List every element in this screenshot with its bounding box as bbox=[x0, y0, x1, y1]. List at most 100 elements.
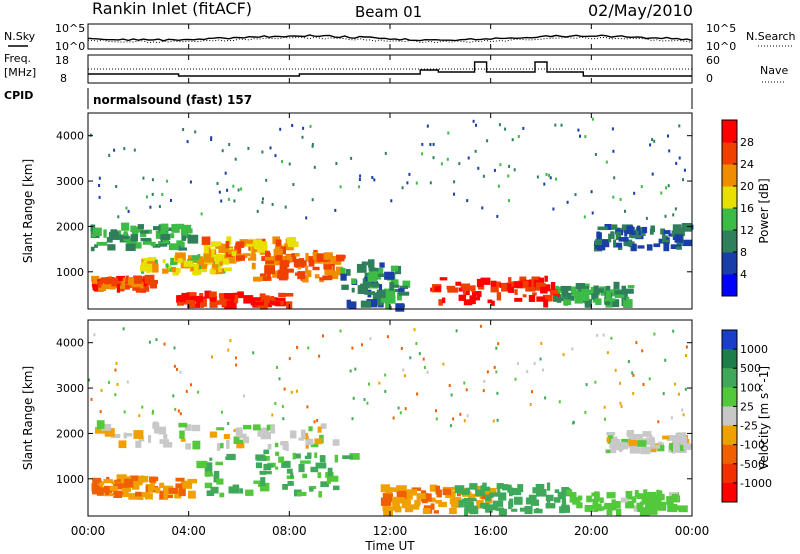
scatter-echo bbox=[632, 373, 635, 377]
scatter-cell-3 bbox=[204, 253, 214, 262]
scatter-cell-6 bbox=[633, 434, 643, 442]
scatter-echo bbox=[281, 404, 284, 408]
noise-tick-left-bottom: 10^0 bbox=[55, 40, 85, 53]
scatter-cell-2 bbox=[255, 462, 263, 469]
scatter-cell-1 bbox=[174, 489, 182, 499]
scatter-cell-3 bbox=[476, 500, 484, 504]
scatter-echo bbox=[645, 216, 648, 220]
scatter-echo bbox=[416, 392, 419, 396]
scatter-cell-9 bbox=[380, 296, 385, 303]
scatter-echo bbox=[210, 136, 213, 140]
scatter-cell-6 bbox=[514, 289, 518, 295]
scatter-cell-3 bbox=[286, 237, 295, 244]
scatter-cell-9 bbox=[378, 273, 385, 277]
scatter-cell-6 bbox=[617, 441, 627, 446]
scatter-cell-3 bbox=[287, 241, 299, 248]
scatter-echo bbox=[668, 149, 671, 153]
scatter-echo bbox=[482, 174, 485, 178]
scatter-cell-0 bbox=[305, 438, 314, 445]
colorbar-swatch bbox=[722, 230, 737, 253]
scatter-echo bbox=[555, 177, 558, 181]
scatter-cell-4 bbox=[312, 251, 319, 261]
scatter-cell-6 bbox=[626, 432, 634, 436]
scatter-echo bbox=[675, 161, 678, 165]
scatter-cell-6 bbox=[447, 287, 458, 293]
scatter-cell-4 bbox=[324, 266, 334, 275]
scatter-echo bbox=[602, 333, 605, 337]
scatter-cell-2 bbox=[281, 460, 291, 468]
scatter-cell-5 bbox=[278, 292, 286, 298]
scatter-echo bbox=[269, 146, 272, 150]
scatter-cell-1 bbox=[127, 279, 138, 284]
scatter-echo bbox=[683, 168, 686, 172]
scatter-echo bbox=[234, 157, 237, 161]
scatter-cell-9 bbox=[399, 285, 408, 289]
scatter-cell-9 bbox=[376, 299, 383, 306]
scatter-cell-5 bbox=[633, 505, 638, 512]
scatter-cell-3 bbox=[250, 253, 257, 260]
scatter-cell-8 bbox=[663, 230, 671, 235]
scatter-echo bbox=[591, 211, 594, 215]
scatter-cell-9 bbox=[379, 284, 383, 293]
scatter-cell-3 bbox=[401, 496, 411, 504]
scatter-cell-4 bbox=[519, 507, 526, 512]
scatter-echo bbox=[493, 168, 496, 172]
scatter-cell-1 bbox=[93, 480, 102, 484]
scatter-cell-5 bbox=[596, 493, 600, 502]
scatter-echo bbox=[99, 410, 102, 414]
scatter-cell-6 bbox=[683, 443, 692, 450]
scatter-cell-4 bbox=[525, 497, 535, 505]
scatter-cell-9 bbox=[384, 271, 395, 280]
scatter-cell-3 bbox=[449, 507, 457, 514]
colorbar-tick-label: 20 bbox=[740, 180, 754, 193]
scatter-cell-2 bbox=[260, 477, 266, 486]
scatter-cell-3 bbox=[382, 493, 393, 502]
scatter-cell-6 bbox=[667, 436, 674, 441]
scatter-echo bbox=[100, 388, 103, 392]
scatter-cell-4 bbox=[253, 276, 262, 282]
scatter-cell-4 bbox=[485, 494, 491, 502]
scatter-echo bbox=[179, 370, 182, 374]
scatter-cell-9 bbox=[357, 285, 368, 294]
colorbar-tick-label: 28 bbox=[740, 136, 754, 149]
scatter-cell-1 bbox=[159, 482, 165, 488]
scatter-echo bbox=[152, 409, 154, 413]
scatter-cell-4 bbox=[267, 262, 272, 266]
scatter-cell-0 bbox=[125, 243, 136, 251]
scatter-cell-3 bbox=[416, 493, 426, 499]
scatter-echo bbox=[531, 390, 533, 394]
scatter-echo bbox=[432, 142, 435, 146]
scatter-cell-1 bbox=[106, 476, 110, 482]
scatter-echo bbox=[218, 190, 221, 194]
scatter-cell-4 bbox=[264, 256, 275, 261]
scatter-cell-6 bbox=[439, 277, 448, 281]
scatter-cell-0 bbox=[96, 420, 105, 429]
scatter-cell-4 bbox=[264, 265, 275, 275]
scatter-cell-3 bbox=[235, 241, 245, 248]
scatter-cell-1 bbox=[168, 487, 179, 494]
scatter-cell-4 bbox=[482, 482, 487, 492]
scatter-echo bbox=[620, 404, 623, 408]
scatter-cell-2 bbox=[245, 489, 254, 496]
scatter-cell-0 bbox=[181, 234, 187, 241]
scatter-cell-2 bbox=[171, 267, 176, 273]
scatter-echo bbox=[306, 405, 309, 409]
scatter-cell-6 bbox=[517, 280, 529, 287]
scatter-cell-7 bbox=[624, 292, 628, 301]
scatter-echo bbox=[475, 123, 477, 127]
scatter-cell-6 bbox=[673, 443, 680, 453]
colorbar-tick-label: -500 bbox=[740, 458, 765, 471]
scatter-cell-0 bbox=[220, 443, 224, 449]
scatter-cell-7 bbox=[625, 300, 629, 305]
scatter-cell-2 bbox=[162, 268, 169, 274]
scatter-cell-5 bbox=[269, 296, 274, 301]
scatter-cell-4 bbox=[532, 487, 537, 494]
scatter-cell-6 bbox=[650, 444, 661, 449]
y-tick-label: 4000 bbox=[56, 130, 84, 143]
scatter-cell-0 bbox=[243, 436, 250, 444]
scatter-echo bbox=[554, 123, 557, 127]
scatter-cell-4 bbox=[272, 270, 281, 278]
scatter-cell-7 bbox=[582, 283, 590, 288]
scatter-cell-9 bbox=[393, 288, 404, 293]
scatter-echo bbox=[334, 208, 337, 212]
